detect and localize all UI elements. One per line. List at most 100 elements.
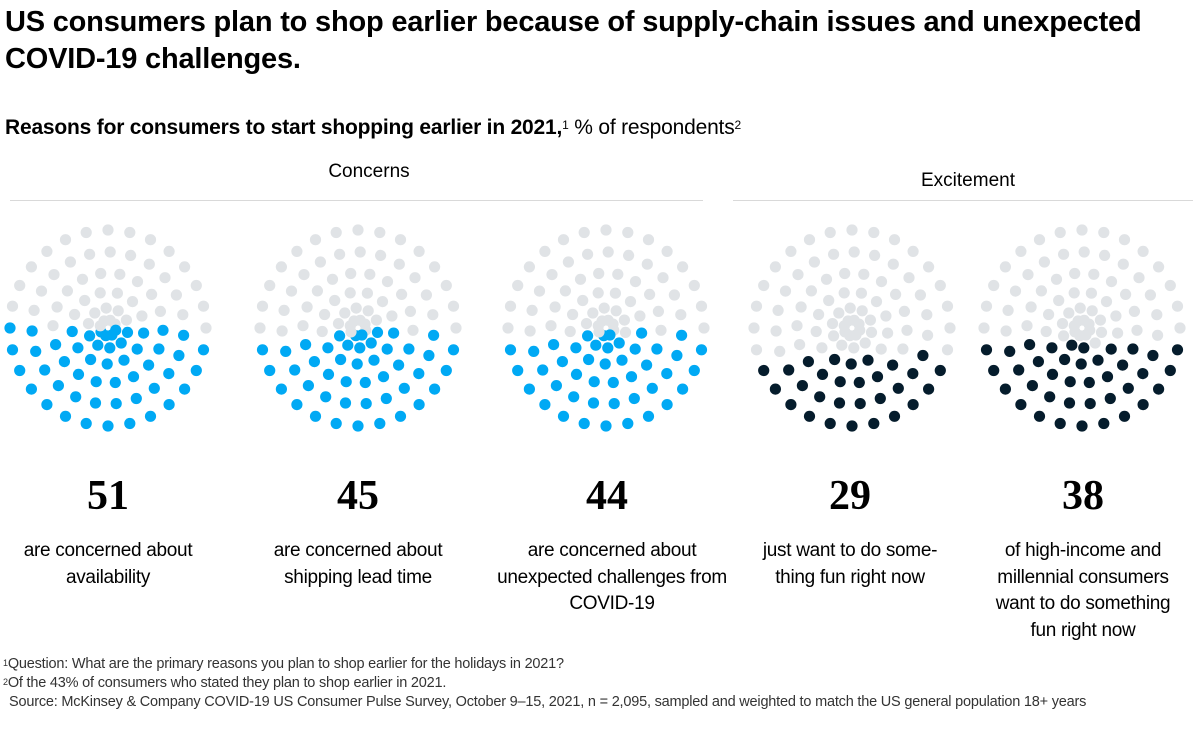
dot-filled: [309, 410, 322, 422]
dot-empty: [634, 310, 646, 322]
dot-empty: [750, 300, 763, 312]
dot-filled: [1137, 368, 1149, 380]
dot-filled: [110, 398, 122, 410]
dot-filled: [85, 353, 97, 366]
dot-filled: [92, 339, 104, 351]
dot-empty: [126, 296, 139, 308]
dot-empty: [826, 318, 839, 330]
dot-empty: [882, 327, 894, 339]
dot-empty: [988, 279, 1000, 292]
dot-empty: [810, 325, 822, 338]
dot-charts: [4, 224, 1186, 432]
dot-filled: [197, 344, 210, 356]
dot-empty: [941, 300, 954, 312]
dot-empty: [1117, 258, 1129, 270]
dot-filled: [380, 392, 392, 405]
dot-filled: [121, 326, 134, 338]
dot-filled: [153, 343, 165, 355]
dot-filled: [607, 376, 619, 389]
dot-filled: [587, 397, 600, 409]
dot-empty: [1009, 285, 1022, 297]
dot-empty: [200, 322, 212, 334]
dot-filled: [671, 349, 683, 362]
dot-empty: [836, 339, 848, 351]
dot-empty: [407, 324, 419, 336]
dot-filled: [629, 343, 641, 355]
dot-filled: [1098, 417, 1110, 430]
dot-filled: [892, 382, 904, 394]
dot-empty: [144, 234, 157, 246]
dot-empty: [370, 314, 382, 326]
dot-filled: [796, 380, 809, 392]
desc-fun: just want to do some-thing fun right now: [762, 540, 938, 588]
dot-filled: [583, 353, 595, 366]
dot-empty: [1128, 305, 1140, 317]
dot-filled: [41, 399, 53, 411]
dot-empty: [1056, 318, 1069, 330]
dot-filled: [144, 410, 157, 422]
dot-empty: [887, 258, 899, 270]
dot-empty: [549, 301, 561, 313]
desc-high-income: of high-income and millennial consumers …: [995, 540, 1171, 641]
dot-empty: [839, 267, 851, 280]
dot-filled: [677, 383, 689, 395]
dot-empty: [848, 342, 860, 354]
dot-filled: [582, 330, 594, 342]
dot-empty: [890, 288, 902, 300]
dot-empty: [159, 272, 171, 284]
dot-filled: [676, 329, 688, 341]
dot-empty: [813, 308, 825, 321]
dot-empty: [114, 268, 126, 280]
dot-empty: [28, 304, 40, 316]
dot-filled: [504, 344, 517, 356]
dot-filled: [1024, 339, 1036, 351]
dot-empty: [644, 288, 656, 300]
dot-empty: [785, 245, 797, 257]
dot-filled: [651, 343, 663, 355]
dot-filled: [101, 358, 113, 370]
dot-filled: [280, 345, 292, 357]
dot-chart-3: [502, 224, 710, 432]
chart-subtitle: Reasons for consumers to start shopping …: [5, 114, 741, 142]
dot-filled: [368, 354, 380, 366]
value-covid: 44: [586, 473, 628, 519]
dot-empty: [332, 318, 345, 330]
dot-filled: [923, 383, 935, 395]
value-fun: 29: [829, 473, 871, 519]
dot-empty: [823, 294, 835, 307]
dot-empty: [1058, 248, 1070, 260]
dot-empty: [1054, 226, 1066, 239]
dot-empty: [14, 279, 26, 292]
dot-filled: [1118, 410, 1131, 422]
dot-empty: [791, 320, 803, 332]
dot-filled: [26, 325, 38, 337]
dot-filled: [628, 392, 640, 405]
dot-empty: [374, 226, 386, 239]
dot-filled: [862, 354, 874, 366]
dot-empty: [104, 246, 116, 258]
dot-empty: [1015, 245, 1027, 257]
dot-filled: [115, 337, 127, 349]
dot-filled: [322, 342, 334, 354]
dot-empty: [661, 245, 673, 257]
dot-empty: [897, 343, 909, 355]
dot-filled: [1104, 392, 1116, 405]
dot-empty: [80, 226, 92, 239]
dot-filled: [127, 371, 140, 383]
dot-empty: [808, 256, 821, 268]
dot-filled: [616, 354, 628, 366]
dot-empty: [1151, 309, 1163, 321]
dot-empty: [512, 279, 524, 292]
dot-empty: [907, 245, 919, 257]
dot-empty: [999, 261, 1012, 273]
dot-filled: [824, 417, 836, 430]
dot-filled: [570, 368, 583, 380]
dot-filled: [1033, 410, 1046, 422]
dot-filled: [264, 364, 276, 377]
dot-empty: [344, 287, 356, 299]
dot-empty: [298, 269, 310, 281]
dot-empty: [420, 289, 432, 301]
dot-empty: [844, 302, 856, 314]
dot-empty: [125, 249, 137, 261]
dot-empty: [1112, 327, 1124, 339]
